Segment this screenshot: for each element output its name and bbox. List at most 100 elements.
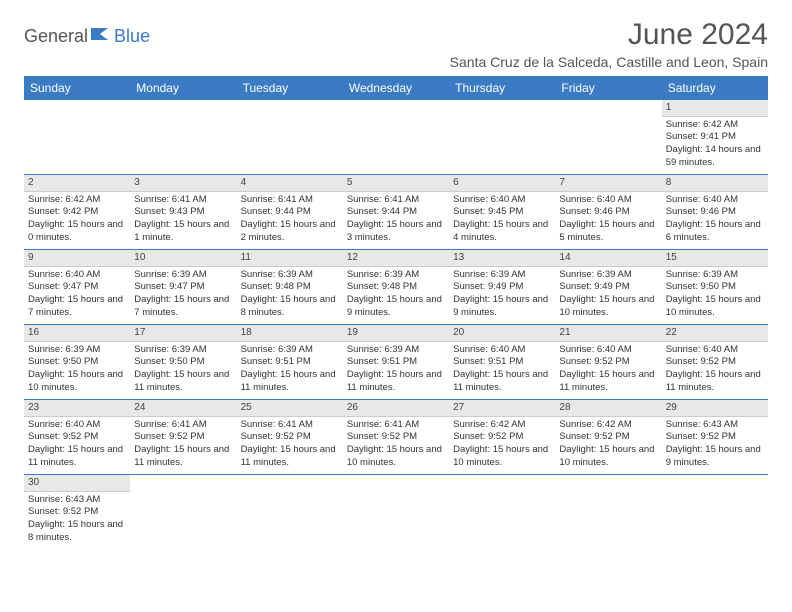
day-number: 3 [130,175,236,192]
sunrise-text: Sunrise: 6:40 AM [666,344,764,357]
day-number: 8 [662,175,768,192]
sunrise-text: Sunrise: 6:41 AM [134,419,232,432]
day-cell: 29Sunrise: 6:43 AMSunset: 9:52 PMDayligh… [662,400,768,474]
location-text: Santa Cruz de la Salceda, Castille and L… [450,54,768,70]
sunset-text: Sunset: 9:50 PM [28,356,126,369]
sunrise-text: Sunrise: 6:42 AM [28,194,126,207]
day-cell: 4 Sunrise: 6:41 AMSunset: 9:44 PMDaylight… [237,175,343,249]
daylight-text: Daylight: 15 hours and 7 minutes. [28,294,126,320]
daylight-text: Daylight: 15 hours and 8 minutes. [241,294,339,320]
sunrise-text: Sunrise: 6:40 AM [453,344,551,357]
week-row: 1Sunrise: 6:42 AMSunset: 9:41 PMDaylight… [24,100,768,175]
daylight-text: Daylight: 15 hours and 11 minutes. [241,369,339,395]
day-number: 16 [24,325,130,342]
title-block: June 2024 Santa Cruz de la Salceda, Cast… [450,18,768,70]
sunset-text: Sunset: 9:41 PM [666,131,764,144]
week-row: 30Sunrise: 6:43 AMSunset: 9:52 PMDayligh… [24,475,768,549]
day-number: 21 [555,325,661,342]
daylight-text: Daylight: 15 hours and 10 minutes. [453,444,551,470]
day-number: 26 [343,400,449,417]
sunrise-text: Sunrise: 6:40 AM [28,419,126,432]
dayname-fri: Friday [555,76,661,100]
week-row: 16Sunrise: 6:39 AMSunset: 9:50 PMDayligh… [24,325,768,400]
daylight-text: Daylight: 15 hours and 10 minutes. [347,444,445,470]
sunset-text: Sunset: 9:42 PM [28,206,126,219]
sunset-text: Sunset: 9:44 PM [241,206,339,219]
sunset-text: Sunset: 9:49 PM [559,281,657,294]
day-number: 28 [555,400,661,417]
week-row: 9Sunrise: 6:40 AMSunset: 9:47 PMDaylight… [24,250,768,325]
dayname-mon: Monday [130,76,236,100]
day-number: 7 [555,175,661,192]
sunrise-text: Sunrise: 6:41 AM [134,194,232,207]
day-number: 17 [130,325,236,342]
day-cell [449,100,555,174]
daylight-text: Daylight: 15 hours and 6 minutes. [666,219,764,245]
day-cell: 25Sunrise: 6:41 AMSunset: 9:52 PMDayligh… [237,400,343,474]
sunrise-text: Sunrise: 6:41 AM [347,419,445,432]
daylight-text: Daylight: 15 hours and 11 minutes. [134,369,232,395]
sunrise-text: Sunrise: 6:39 AM [28,344,126,357]
day-cell: 7Sunrise: 6:40 AMSunset: 9:46 PMDaylight… [555,175,661,249]
day-number: 6 [449,175,555,192]
sunset-text: Sunset: 9:52 PM [559,431,657,444]
sunrise-text: Sunrise: 6:40 AM [559,194,657,207]
daylight-text: Daylight: 15 hours and 10 minutes. [666,294,764,320]
daylight-text: Daylight: 15 hours and 11 minutes. [347,369,445,395]
day-cell [343,100,449,174]
sunrise-text: Sunrise: 6:40 AM [559,344,657,357]
calendar-header-row: Sunday Monday Tuesday Wednesday Thursday… [24,76,768,100]
daylight-text: Daylight: 15 hours and 11 minutes. [559,369,657,395]
sunset-text: Sunset: 9:47 PM [134,281,232,294]
day-number: 19 [343,325,449,342]
dayname-thu: Thursday [449,76,555,100]
daylight-text: Daylight: 15 hours and 2 minutes. [241,219,339,245]
sunrise-text: Sunrise: 6:43 AM [28,494,126,507]
sunset-text: Sunset: 9:52 PM [28,431,126,444]
sunset-text: Sunset: 9:44 PM [347,206,445,219]
day-cell: 9Sunrise: 6:40 AMSunset: 9:47 PMDaylight… [24,250,130,324]
day-number: 22 [662,325,768,342]
header: General Blue June 2024 Santa Cruz de la … [24,18,768,70]
sunset-text: Sunset: 9:50 PM [134,356,232,369]
day-number: 4 [237,175,343,192]
day-cell: 16Sunrise: 6:39 AMSunset: 9:50 PMDayligh… [24,325,130,399]
sunset-text: Sunset: 9:52 PM [241,431,339,444]
daylight-text: Daylight: 15 hours and 7 minutes. [134,294,232,320]
sunrise-text: Sunrise: 6:39 AM [241,344,339,357]
day-cell: 12Sunrise: 6:39 AMSunset: 9:48 PMDayligh… [343,250,449,324]
sunset-text: Sunset: 9:52 PM [134,431,232,444]
day-number: 12 [343,250,449,267]
logo-flag-icon [90,26,112,47]
day-cell: 21Sunrise: 6:40 AMSunset: 9:52 PMDayligh… [555,325,661,399]
day-cell [237,100,343,174]
daylight-text: Daylight: 15 hours and 11 minutes. [134,444,232,470]
sunrise-text: Sunrise: 6:41 AM [241,419,339,432]
day-cell: 3Sunrise: 6:41 AMSunset: 9:43 PMDaylight… [130,175,236,249]
daylight-text: Daylight: 15 hours and 3 minutes. [347,219,445,245]
week-row: 23Sunrise: 6:40 AMSunset: 9:52 PMDayligh… [24,400,768,475]
day-number: 23 [24,400,130,417]
day-number: 10 [130,250,236,267]
sunrise-text: Sunrise: 6:41 AM [241,194,339,207]
day-cell: 30Sunrise: 6:43 AMSunset: 9:52 PMDayligh… [24,475,130,549]
day-number: 14 [555,250,661,267]
day-number: 1 [662,100,768,117]
day-number: 25 [237,400,343,417]
daylight-text: Daylight: 15 hours and 9 minutes. [347,294,445,320]
day-cell: 27Sunrise: 6:42 AMSunset: 9:52 PMDayligh… [449,400,555,474]
sunset-text: Sunset: 9:45 PM [453,206,551,219]
day-number: 18 [237,325,343,342]
daylight-text: Daylight: 15 hours and 11 minutes. [453,369,551,395]
day-cell: 11Sunrise: 6:39 AMSunset: 9:48 PMDayligh… [237,250,343,324]
day-number: 24 [130,400,236,417]
daylight-text: Daylight: 15 hours and 9 minutes. [453,294,551,320]
logo: General Blue [24,26,150,47]
day-cell: 20Sunrise: 6:40 AMSunset: 9:51 PMDayligh… [449,325,555,399]
calendar: Sunday Monday Tuesday Wednesday Thursday… [24,76,768,549]
sunrise-text: Sunrise: 6:39 AM [453,269,551,282]
day-cell [130,100,236,174]
daylight-text: Daylight: 15 hours and 4 minutes. [453,219,551,245]
sunset-text: Sunset: 9:52 PM [666,431,764,444]
day-cell [662,475,768,549]
